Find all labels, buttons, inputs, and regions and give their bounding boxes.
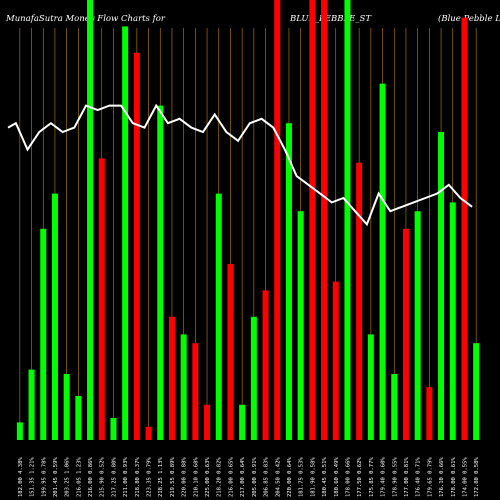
- x-tick-label: 217.00 0.64%: [240, 457, 246, 497]
- flow-bar: [16, 422, 23, 440]
- flow-bar: [402, 228, 409, 440]
- flow-bar: [51, 193, 58, 440]
- x-tick-label: 219.55 0.89%: [170, 457, 176, 497]
- x-tick-label: 178.00 0.66%: [345, 457, 351, 497]
- flow-bar: [192, 343, 199, 440]
- flow-bar: [180, 334, 187, 440]
- x-tick-label: 217.25 0.80%: [111, 457, 117, 497]
- flow-bar: [473, 343, 480, 440]
- flow-bar: [438, 132, 445, 440]
- header-ticker: BLUE_PEBBLE_ST: [290, 14, 372, 24]
- flow-bar: [262, 290, 269, 440]
- flow-bar: [344, 0, 351, 440]
- x-tick-label: 178.90 0.55%: [392, 457, 398, 497]
- x-tick-label: 203.25 1.06%: [65, 457, 71, 497]
- x-tick-label: 204.50 0.42%: [275, 457, 281, 497]
- flow-bar: [227, 264, 234, 440]
- flow-bar: [168, 316, 175, 440]
- x-tick-label: 174.00 0.55%: [462, 457, 468, 497]
- flow-bar: [274, 0, 281, 440]
- x-tick-label: 201.45 0.59%: [53, 457, 59, 497]
- trend-line: [7, 103, 473, 227]
- x-tick-label: 216.05 1.23%: [76, 457, 82, 497]
- trend-line-layer: [7, 103, 473, 227]
- flow-bar: [122, 26, 129, 441]
- x-tick-label: 177.50 0.62%: [357, 457, 363, 497]
- x-tick-label: 220.00 0.64%: [287, 457, 293, 497]
- x-tick-label: 223.35 0.79%: [147, 457, 153, 497]
- x-tick-label: 216.00 0.86%: [88, 457, 94, 497]
- x-tick-label: 151.35 1.21%: [30, 457, 36, 497]
- x-tick-label: 180.45 0.51%: [322, 457, 328, 497]
- x-tick-label: 176.10 0.66%: [439, 457, 445, 497]
- x-tick-label: 182.00 4.38%: [18, 457, 24, 497]
- x-axis-labels: 182.00 4.38% 151.35 1.21% 199.95 0.78% 201.…: [18, 457, 480, 497]
- x-tick-label: 218.80 0.37%: [135, 457, 141, 497]
- flow-bar: [98, 158, 105, 440]
- flow-bar: [87, 0, 94, 440]
- x-tick-label: 206.85 0.83%: [264, 457, 270, 497]
- x-tick-label: 178.00 0.61%: [451, 457, 457, 497]
- x-tick-label: 181.90 0.58%: [310, 457, 316, 497]
- flow-bar: [285, 123, 292, 440]
- x-tick-label: 225.00 0.63%: [205, 457, 211, 497]
- flow-bar: [461, 17, 468, 440]
- flow-bar: [239, 404, 246, 440]
- x-tick-label: 210.10 0.68%: [193, 457, 199, 497]
- x-tick-label: 218.20 0.82%: [217, 457, 223, 497]
- flow-bar: [215, 193, 222, 440]
- flow-bar: [321, 0, 328, 440]
- flow-bar: [414, 211, 421, 440]
- flow-bar: [145, 426, 152, 440]
- x-tick-label: 179.40 0.60%: [381, 457, 387, 497]
- flow-bar: [75, 396, 82, 440]
- x-tick-label: 216.00 0.65%: [228, 457, 234, 497]
- x-tick-label: 199.95 0.78%: [41, 457, 47, 497]
- x-tick-label: 220.00 0.88%: [182, 457, 188, 497]
- flow-bar: [309, 0, 316, 440]
- x-tick-label: 172.80 0.58%: [474, 457, 480, 497]
- money-flow-bars: [16, 0, 480, 441]
- flow-bar: [40, 228, 47, 440]
- flow-bar: [379, 83, 386, 440]
- flow-bar: [356, 162, 363, 441]
- flow-bar: [426, 387, 433, 440]
- x-tick-label: 177.00 0.81%: [404, 457, 410, 497]
- x-tick-label: 218.25 1.13%: [158, 457, 164, 497]
- flow-bar: [110, 418, 117, 440]
- flow-bar: [157, 105, 164, 440]
- x-tick-label: 176.40 0.71%: [416, 457, 422, 497]
- flow-bar: [367, 334, 374, 440]
- flow-bar: [28, 369, 35, 440]
- flow-bar: [133, 52, 140, 441]
- x-tick-label: 215.90 0.52%: [100, 457, 106, 497]
- header-title-left: MunafaSutra Money Flow Charts for: [6, 14, 165, 24]
- flow-bar: [332, 281, 339, 440]
- header-company: (Blue Pebble L: [438, 14, 500, 24]
- flow-bar: [391, 374, 398, 440]
- x-tick-label: 205.00 0.91%: [252, 457, 258, 497]
- flow-bar: [250, 316, 257, 440]
- x-tick-label: 181.75 0.53%: [299, 457, 305, 497]
- x-tick-label: 179.65 0.79%: [427, 457, 433, 497]
- x-tick-label: 180.60 0.49%: [334, 457, 340, 497]
- flow-bar: [204, 404, 211, 440]
- x-tick-label: 175.85 0.77%: [369, 457, 375, 497]
- x-tick-label: 211.00 0.93%: [123, 457, 129, 497]
- flow-bar: [449, 202, 456, 440]
- flow-bar: [297, 211, 304, 440]
- flow-bar: [63, 374, 70, 440]
